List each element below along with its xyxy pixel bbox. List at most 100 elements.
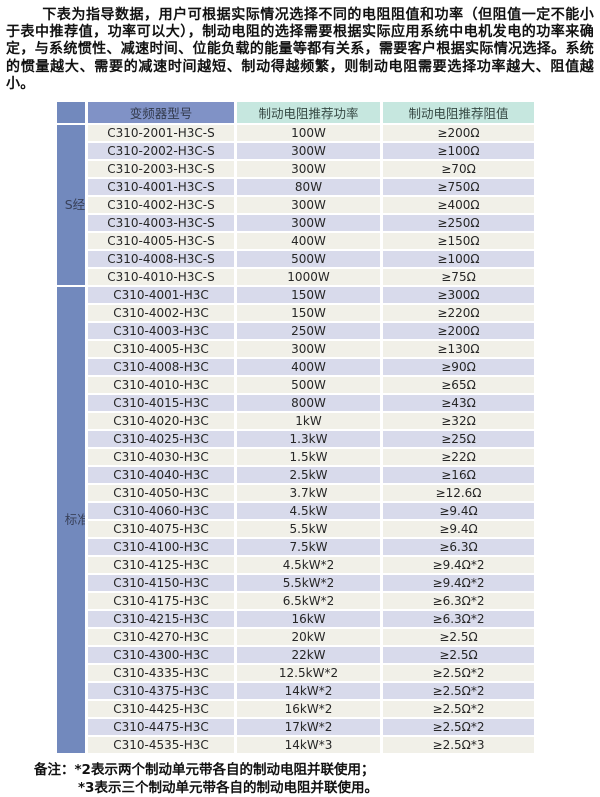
power-cell: 3.7kW [237, 485, 380, 502]
resistance-cell: ≥150Ω [383, 233, 534, 250]
resistance-cell: ≥750Ω [383, 179, 534, 196]
section-label-economy: S经济型 [57, 125, 85, 286]
model-cell: C310-4215-H3C [88, 611, 234, 628]
table-row: C310-4003-H3C 250W ≥200Ω [57, 323, 534, 340]
resistance-cell: ≥9.4Ω [383, 503, 534, 520]
intro-paragraph: 下表为指导数据，用户可根据实际情况选择不同的电阻阻值和功率（但阻值一定不能小于表… [6, 7, 594, 92]
model-cell: C310-4125-H3C [88, 557, 234, 574]
power-cell: 80W [237, 179, 380, 196]
model-cell: C310-4535-H3C [88, 737, 234, 754]
table-row: C310-4025-H3C 1.3kW ≥25Ω [57, 431, 534, 448]
power-cell: 1.5kW [237, 449, 380, 466]
power-cell: 5.5kW*2 [237, 575, 380, 592]
table-row: C310-4335-H3C 12.5kW*2 ≥2.5Ω*2 [57, 665, 534, 682]
power-cell: 300W [237, 215, 380, 232]
model-cell: C310-4475-H3C [88, 719, 234, 736]
power-cell: 1kW [237, 413, 380, 430]
power-cell: 6.5kW*2 [237, 593, 380, 610]
resistance-cell: ≥9.4Ω*2 [383, 575, 534, 592]
model-cell: C310-4425-H3C [88, 701, 234, 718]
model-cell: C310-2002-H3C-S [88, 143, 234, 160]
resistance-cell: ≥9.4Ω [383, 521, 534, 538]
resistance-cell: ≥2.5Ω [383, 629, 534, 646]
resistance-cell: ≥6.3Ω*2 [383, 593, 534, 610]
resistance-cell: ≥6.3Ω*2 [383, 611, 534, 628]
resistance-cell: ≥16Ω [383, 467, 534, 484]
power-cell: 16kW*2 [237, 701, 380, 718]
resistance-cell: ≥65Ω [383, 377, 534, 394]
resistance-cell: ≥200Ω [383, 323, 534, 340]
resistance-cell: ≥130Ω [383, 341, 534, 358]
table-row: C310-4020-H3C 1kW ≥32Ω [57, 413, 534, 430]
corner-cell [57, 102, 85, 124]
model-cell: C310-4003-H3C [88, 323, 234, 340]
power-cell: 12.5kW*2 [237, 665, 380, 682]
power-cell: 500W [237, 377, 380, 394]
power-cell: 1.3kW [237, 431, 380, 448]
power-cell: 16kW [237, 611, 380, 628]
power-cell: 250W [237, 323, 380, 340]
resistance-cell: ≥2.5Ω*2 [383, 665, 534, 682]
table-row: C310-4075-H3C 5.5kW ≥9.4Ω [57, 521, 534, 538]
table-row: C310-4003-H3C-S 300W ≥250Ω [57, 215, 534, 232]
model-cell: C310-4001-H3C [88, 287, 234, 304]
table-row: C310-4002-H3C 150W ≥220Ω [57, 305, 534, 322]
table-row: C310-4150-H3C 5.5kW*2 ≥9.4Ω*2 [57, 575, 534, 592]
power-cell: 17kW*2 [237, 719, 380, 736]
resistance-cell: ≥2.5Ω*2 [383, 719, 534, 736]
model-cell: C310-4075-H3C [88, 521, 234, 538]
power-cell: 4.5kW [237, 503, 380, 520]
resistance-cell: ≥400Ω [383, 197, 534, 214]
power-cell: 22kW [237, 647, 380, 664]
resistance-cell: ≥43Ω [383, 395, 534, 412]
model-cell: C310-4030-H3C [88, 449, 234, 466]
note-line-2: *3表示三个制动单元带各自的制动电阻并联使用。 [78, 779, 594, 797]
table-row: C310-4100-H3C 7.5kW ≥6.3Ω [57, 539, 534, 556]
header-inverter-model: 变频器型号 [88, 102, 234, 124]
table-row: C310-4375-H3C 14kW*2 ≥2.5Ω*2 [57, 683, 534, 700]
table-row: C310-4425-H3C 16kW*2 ≥2.5Ω*2 [57, 701, 534, 718]
power-cell: 100W [237, 125, 380, 142]
resistance-cell: ≥22Ω [383, 449, 534, 466]
table-row: C310-4010-H3C-S 1000W ≥75Ω [57, 269, 534, 286]
power-cell: 20kW [237, 629, 380, 646]
resistance-cell: ≥70Ω [383, 161, 534, 178]
table-row: C310-4002-H3C-S 300W ≥400Ω [57, 197, 534, 214]
table-row: C310-2002-H3C-S 300W ≥100Ω [57, 143, 534, 160]
resistance-cell: ≥2.5Ω*2 [383, 701, 534, 718]
table-row: C310-4001-H3C-S 80W ≥750Ω [57, 179, 534, 196]
power-cell: 500W [237, 251, 380, 268]
model-cell: C310-4005-H3C-S [88, 233, 234, 250]
model-cell: C310-4375-H3C [88, 683, 234, 700]
model-cell: C310-4150-H3C [88, 575, 234, 592]
power-cell: 150W [237, 305, 380, 322]
model-cell: C310-2003-H3C-S [88, 161, 234, 178]
power-cell: 14kW*3 [237, 737, 380, 754]
model-cell: C310-4003-H3C-S [88, 215, 234, 232]
resistance-cell: ≥32Ω [383, 413, 534, 430]
model-cell: C310-2001-H3C-S [88, 125, 234, 142]
power-cell: 14kW*2 [237, 683, 380, 700]
model-cell: C310-4010-H3C-S [88, 269, 234, 286]
table-row: C310-4010-H3C 500W ≥65Ω [57, 377, 534, 394]
table-row: C310-4125-H3C 4.5kW*2 ≥9.4Ω*2 [57, 557, 534, 574]
power-cell: 300W [237, 143, 380, 160]
resistance-cell: ≥12.6Ω [383, 485, 534, 502]
table-row: C310-4030-H3C 1.5kW ≥22Ω [57, 449, 534, 466]
resistance-cell: ≥90Ω [383, 359, 534, 376]
resistance-cell: ≥2.5Ω*2 [383, 683, 534, 700]
power-cell: 800W [237, 395, 380, 412]
model-cell: C310-4335-H3C [88, 665, 234, 682]
model-cell: C310-4020-H3C [88, 413, 234, 430]
table-row: C310-4005-H3C 300W ≥130Ω [57, 341, 534, 358]
note-text-1: *2表示两个制动单元带各自的制动电阻并联使用； [74, 762, 375, 779]
power-cell: 150W [237, 287, 380, 304]
power-cell: 300W [237, 161, 380, 178]
notes-label: 备注： [34, 762, 75, 779]
model-cell: C310-4270-H3C [88, 629, 234, 646]
note-text-2: *3表示三个制动单元带各自的制动电阻并联使用。 [78, 780, 378, 797]
model-cell: C310-4002-H3C [88, 305, 234, 322]
